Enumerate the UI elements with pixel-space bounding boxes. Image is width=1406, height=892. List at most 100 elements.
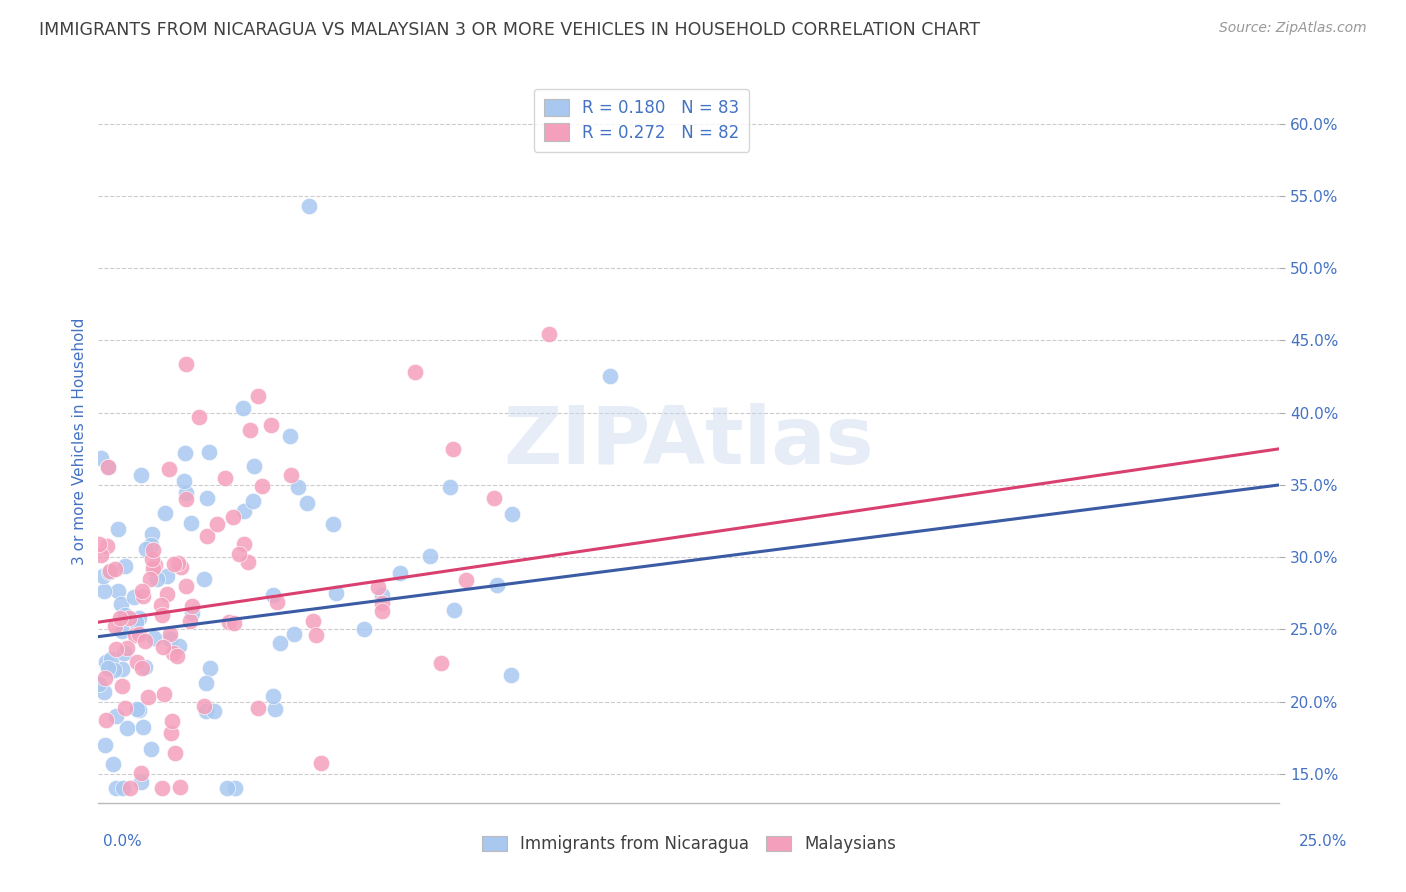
Point — [232, 401, 254, 415]
Point — [111, 679, 134, 693]
Point — [419, 549, 441, 563]
Point — [222, 615, 245, 630]
Point — [129, 766, 152, 780]
Point — [198, 661, 221, 675]
Point — [169, 780, 191, 794]
Point — [150, 598, 173, 612]
Point — [367, 580, 389, 594]
Point — [128, 627, 150, 641]
Y-axis label: 3 or more Vehicles in Household: 3 or more Vehicles in Household — [72, 318, 87, 566]
Point — [150, 607, 173, 622]
Point — [485, 577, 508, 591]
Point — [107, 523, 129, 537]
Point — [160, 714, 183, 728]
Point — [599, 369, 621, 384]
Point — [165, 746, 187, 760]
Point — [152, 640, 174, 654]
Point — [298, 199, 321, 213]
Point — [404, 365, 426, 379]
Point — [143, 558, 166, 573]
Point — [141, 552, 163, 566]
Point — [262, 588, 284, 602]
Point — [159, 462, 181, 476]
Point — [174, 486, 197, 500]
Point — [114, 700, 136, 714]
Point — [430, 656, 453, 670]
Point — [112, 646, 135, 660]
Point — [107, 583, 129, 598]
Point — [243, 458, 266, 473]
Point — [94, 738, 117, 752]
Point — [222, 510, 245, 524]
Point — [132, 589, 155, 603]
Text: 25.0%: 25.0% — [1299, 834, 1347, 848]
Point — [224, 781, 246, 796]
Point — [181, 599, 204, 613]
Point — [283, 627, 305, 641]
Point — [124, 628, 146, 642]
Point — [443, 603, 465, 617]
Point — [125, 655, 148, 669]
Point — [90, 548, 112, 562]
Point — [111, 781, 134, 796]
Point — [166, 648, 188, 663]
Point — [153, 687, 176, 701]
Point — [325, 586, 347, 600]
Point — [96, 713, 118, 727]
Point — [127, 702, 149, 716]
Point — [162, 646, 184, 660]
Point — [115, 721, 138, 735]
Point — [115, 641, 138, 656]
Point — [242, 493, 264, 508]
Point — [142, 543, 165, 558]
Point — [198, 445, 221, 459]
Point — [202, 704, 225, 718]
Point — [105, 781, 128, 796]
Point — [233, 537, 256, 551]
Legend: Immigrants from Nicaragua, Malaysians: Immigrants from Nicaragua, Malaysians — [475, 828, 903, 860]
Point — [122, 590, 145, 604]
Point — [101, 757, 124, 772]
Point — [142, 631, 165, 645]
Point — [94, 671, 117, 685]
Point — [195, 491, 218, 505]
Point — [105, 709, 128, 723]
Point — [128, 611, 150, 625]
Point — [287, 480, 309, 494]
Point — [499, 668, 522, 682]
Point — [441, 442, 464, 457]
Point — [136, 690, 159, 704]
Point — [322, 517, 344, 532]
Point — [484, 491, 506, 506]
Point — [150, 781, 173, 796]
Point — [174, 445, 197, 459]
Point — [120, 781, 142, 796]
Text: Source: ZipAtlas.com: Source: ZipAtlas.com — [1219, 21, 1367, 35]
Point — [139, 538, 162, 552]
Point — [232, 504, 254, 518]
Point — [104, 642, 127, 657]
Point — [103, 663, 125, 677]
Point — [269, 636, 291, 650]
Point — [239, 423, 262, 437]
Point — [87, 677, 110, 691]
Point — [131, 720, 153, 734]
Point — [174, 491, 197, 506]
Point — [131, 583, 153, 598]
Point — [155, 506, 177, 520]
Point — [247, 700, 270, 714]
Point — [207, 516, 229, 531]
Point — [131, 468, 153, 483]
Point — [104, 562, 127, 576]
Point — [388, 566, 411, 580]
Point — [214, 471, 236, 485]
Point — [215, 781, 238, 796]
Point — [108, 611, 131, 625]
Point — [159, 632, 181, 646]
Point — [142, 561, 165, 575]
Point — [247, 389, 270, 403]
Point — [439, 480, 461, 494]
Point — [260, 418, 283, 433]
Point — [90, 450, 112, 465]
Point — [155, 587, 177, 601]
